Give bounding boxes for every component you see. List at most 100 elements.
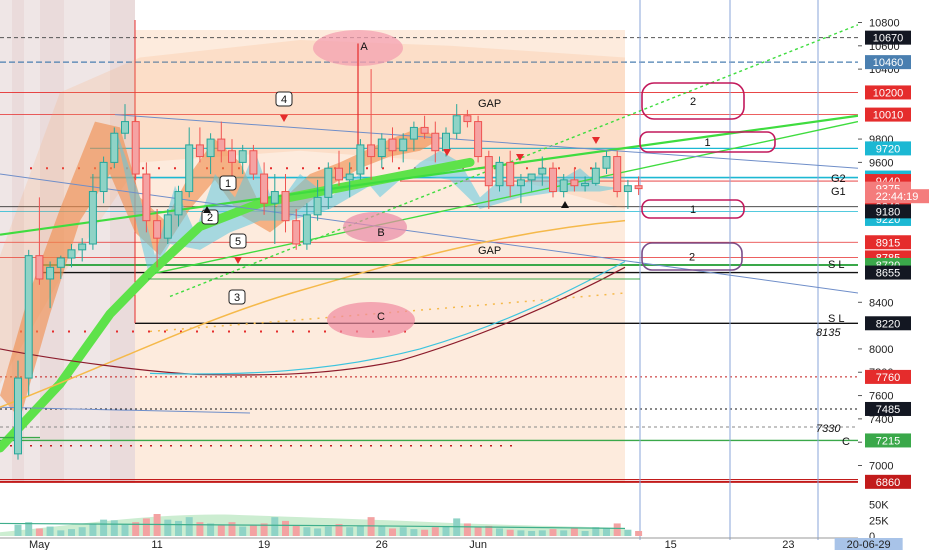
price-tick: 8000 bbox=[869, 344, 893, 356]
g1-label: G1 bbox=[831, 186, 846, 198]
candle-body bbox=[399, 138, 408, 152]
candle bbox=[538, 156, 547, 186]
candle bbox=[35, 197, 44, 285]
candle bbox=[238, 144, 247, 175]
green-ma-band bbox=[0, 157, 475, 453]
volume-bar bbox=[57, 530, 65, 536]
candle-body bbox=[324, 167, 333, 198]
price-tick: 10800 bbox=[869, 17, 900, 29]
background-zones bbox=[0, 0, 625, 483]
candle-body bbox=[185, 144, 194, 193]
candle-body bbox=[249, 150, 258, 175]
volume-bar bbox=[142, 518, 150, 536]
blue-trendline-3 bbox=[0, 406, 251, 414]
volume-bar bbox=[207, 523, 215, 536]
candle-body bbox=[634, 185, 643, 190]
gap-top-label: GAP bbox=[478, 98, 501, 110]
candle-body bbox=[506, 161, 515, 187]
candle-body bbox=[452, 115, 461, 134]
candle-body bbox=[292, 220, 301, 245]
price-tag bbox=[865, 85, 911, 100]
callout-1-box bbox=[219, 175, 237, 191]
box-2-top bbox=[641, 82, 745, 120]
box-1-lower bbox=[641, 199, 745, 219]
candle-body bbox=[495, 161, 504, 187]
callout-3-label: 3 bbox=[234, 292, 240, 304]
candle-body bbox=[313, 196, 322, 216]
candle-body bbox=[56, 257, 65, 268]
volume-bar bbox=[292, 525, 300, 536]
volume-bar bbox=[35, 528, 43, 536]
candle bbox=[270, 174, 279, 244]
candle-body bbox=[570, 179, 579, 187]
candle-body bbox=[409, 126, 418, 140]
volume-bar bbox=[538, 530, 546, 536]
box-2-top-label: 2 bbox=[690, 96, 696, 108]
candle-body bbox=[559, 179, 568, 193]
volume-bar bbox=[217, 524, 225, 536]
candle bbox=[527, 173, 536, 192]
volume-bar bbox=[239, 526, 247, 536]
candle bbox=[217, 121, 226, 163]
volume-bar bbox=[303, 527, 311, 536]
volume-bar bbox=[132, 522, 140, 536]
label-8135: 8135 bbox=[816, 327, 841, 339]
candle bbox=[570, 168, 579, 192]
candle-body bbox=[484, 156, 493, 187]
time-tick: 15 bbox=[665, 539, 677, 550]
candle-body bbox=[35, 255, 44, 280]
volume-bar bbox=[367, 517, 375, 536]
candle bbox=[463, 109, 472, 128]
candle bbox=[99, 156, 108, 204]
volume-bar bbox=[271, 517, 279, 536]
volume-bar bbox=[528, 530, 536, 536]
candle-body bbox=[99, 161, 108, 193]
price-tag-label: 10670 bbox=[873, 33, 904, 45]
ellipse-c bbox=[327, 302, 415, 338]
volume-bar bbox=[89, 523, 97, 536]
signal-triangle bbox=[443, 149, 451, 156]
candle bbox=[356, 139, 365, 180]
price-tag bbox=[865, 433, 911, 448]
candles bbox=[14, 69, 643, 460]
signal-triangle bbox=[561, 201, 569, 208]
candle-body bbox=[549, 167, 557, 193]
price-tag-label: 8220 bbox=[876, 318, 900, 330]
signal-triangle bbox=[516, 154, 524, 161]
volume-bar bbox=[249, 525, 257, 536]
volume-tick: 50K bbox=[869, 500, 889, 512]
candle-body bbox=[195, 144, 204, 158]
candle bbox=[474, 115, 483, 163]
volume-tick: 25K bbox=[869, 515, 889, 527]
volume-bar bbox=[110, 520, 118, 536]
candle bbox=[121, 104, 129, 140]
circle-b-label: B bbox=[377, 227, 384, 239]
time-tick: 19 bbox=[258, 539, 270, 550]
candle-body bbox=[474, 121, 483, 158]
candle bbox=[559, 174, 568, 198]
candle bbox=[313, 179, 322, 221]
candle-body bbox=[270, 191, 279, 204]
sl-label-upper: S L bbox=[828, 259, 845, 271]
candle-body bbox=[131, 121, 140, 175]
price-axis[interactable]: 1080010600104009800960084008000780076007… bbox=[858, 0, 932, 550]
gap-bottom-label: GAP bbox=[478, 245, 501, 257]
candle bbox=[377, 133, 386, 169]
candle-body bbox=[78, 243, 87, 251]
time-tick: 26 bbox=[376, 539, 388, 550]
volume-bar bbox=[613, 523, 621, 536]
candle-body bbox=[153, 220, 162, 239]
candle-body bbox=[260, 173, 269, 204]
volume-bar bbox=[474, 527, 482, 536]
candle-body bbox=[442, 132, 450, 152]
candle bbox=[345, 162, 354, 198]
callout-4-box bbox=[275, 91, 293, 107]
candle-body bbox=[121, 121, 129, 134]
price-tag bbox=[865, 401, 911, 416]
candle bbox=[88, 174, 97, 250]
volume-bar bbox=[185, 517, 193, 536]
volume-bar bbox=[624, 529, 632, 536]
volume-bar bbox=[635, 530, 643, 536]
